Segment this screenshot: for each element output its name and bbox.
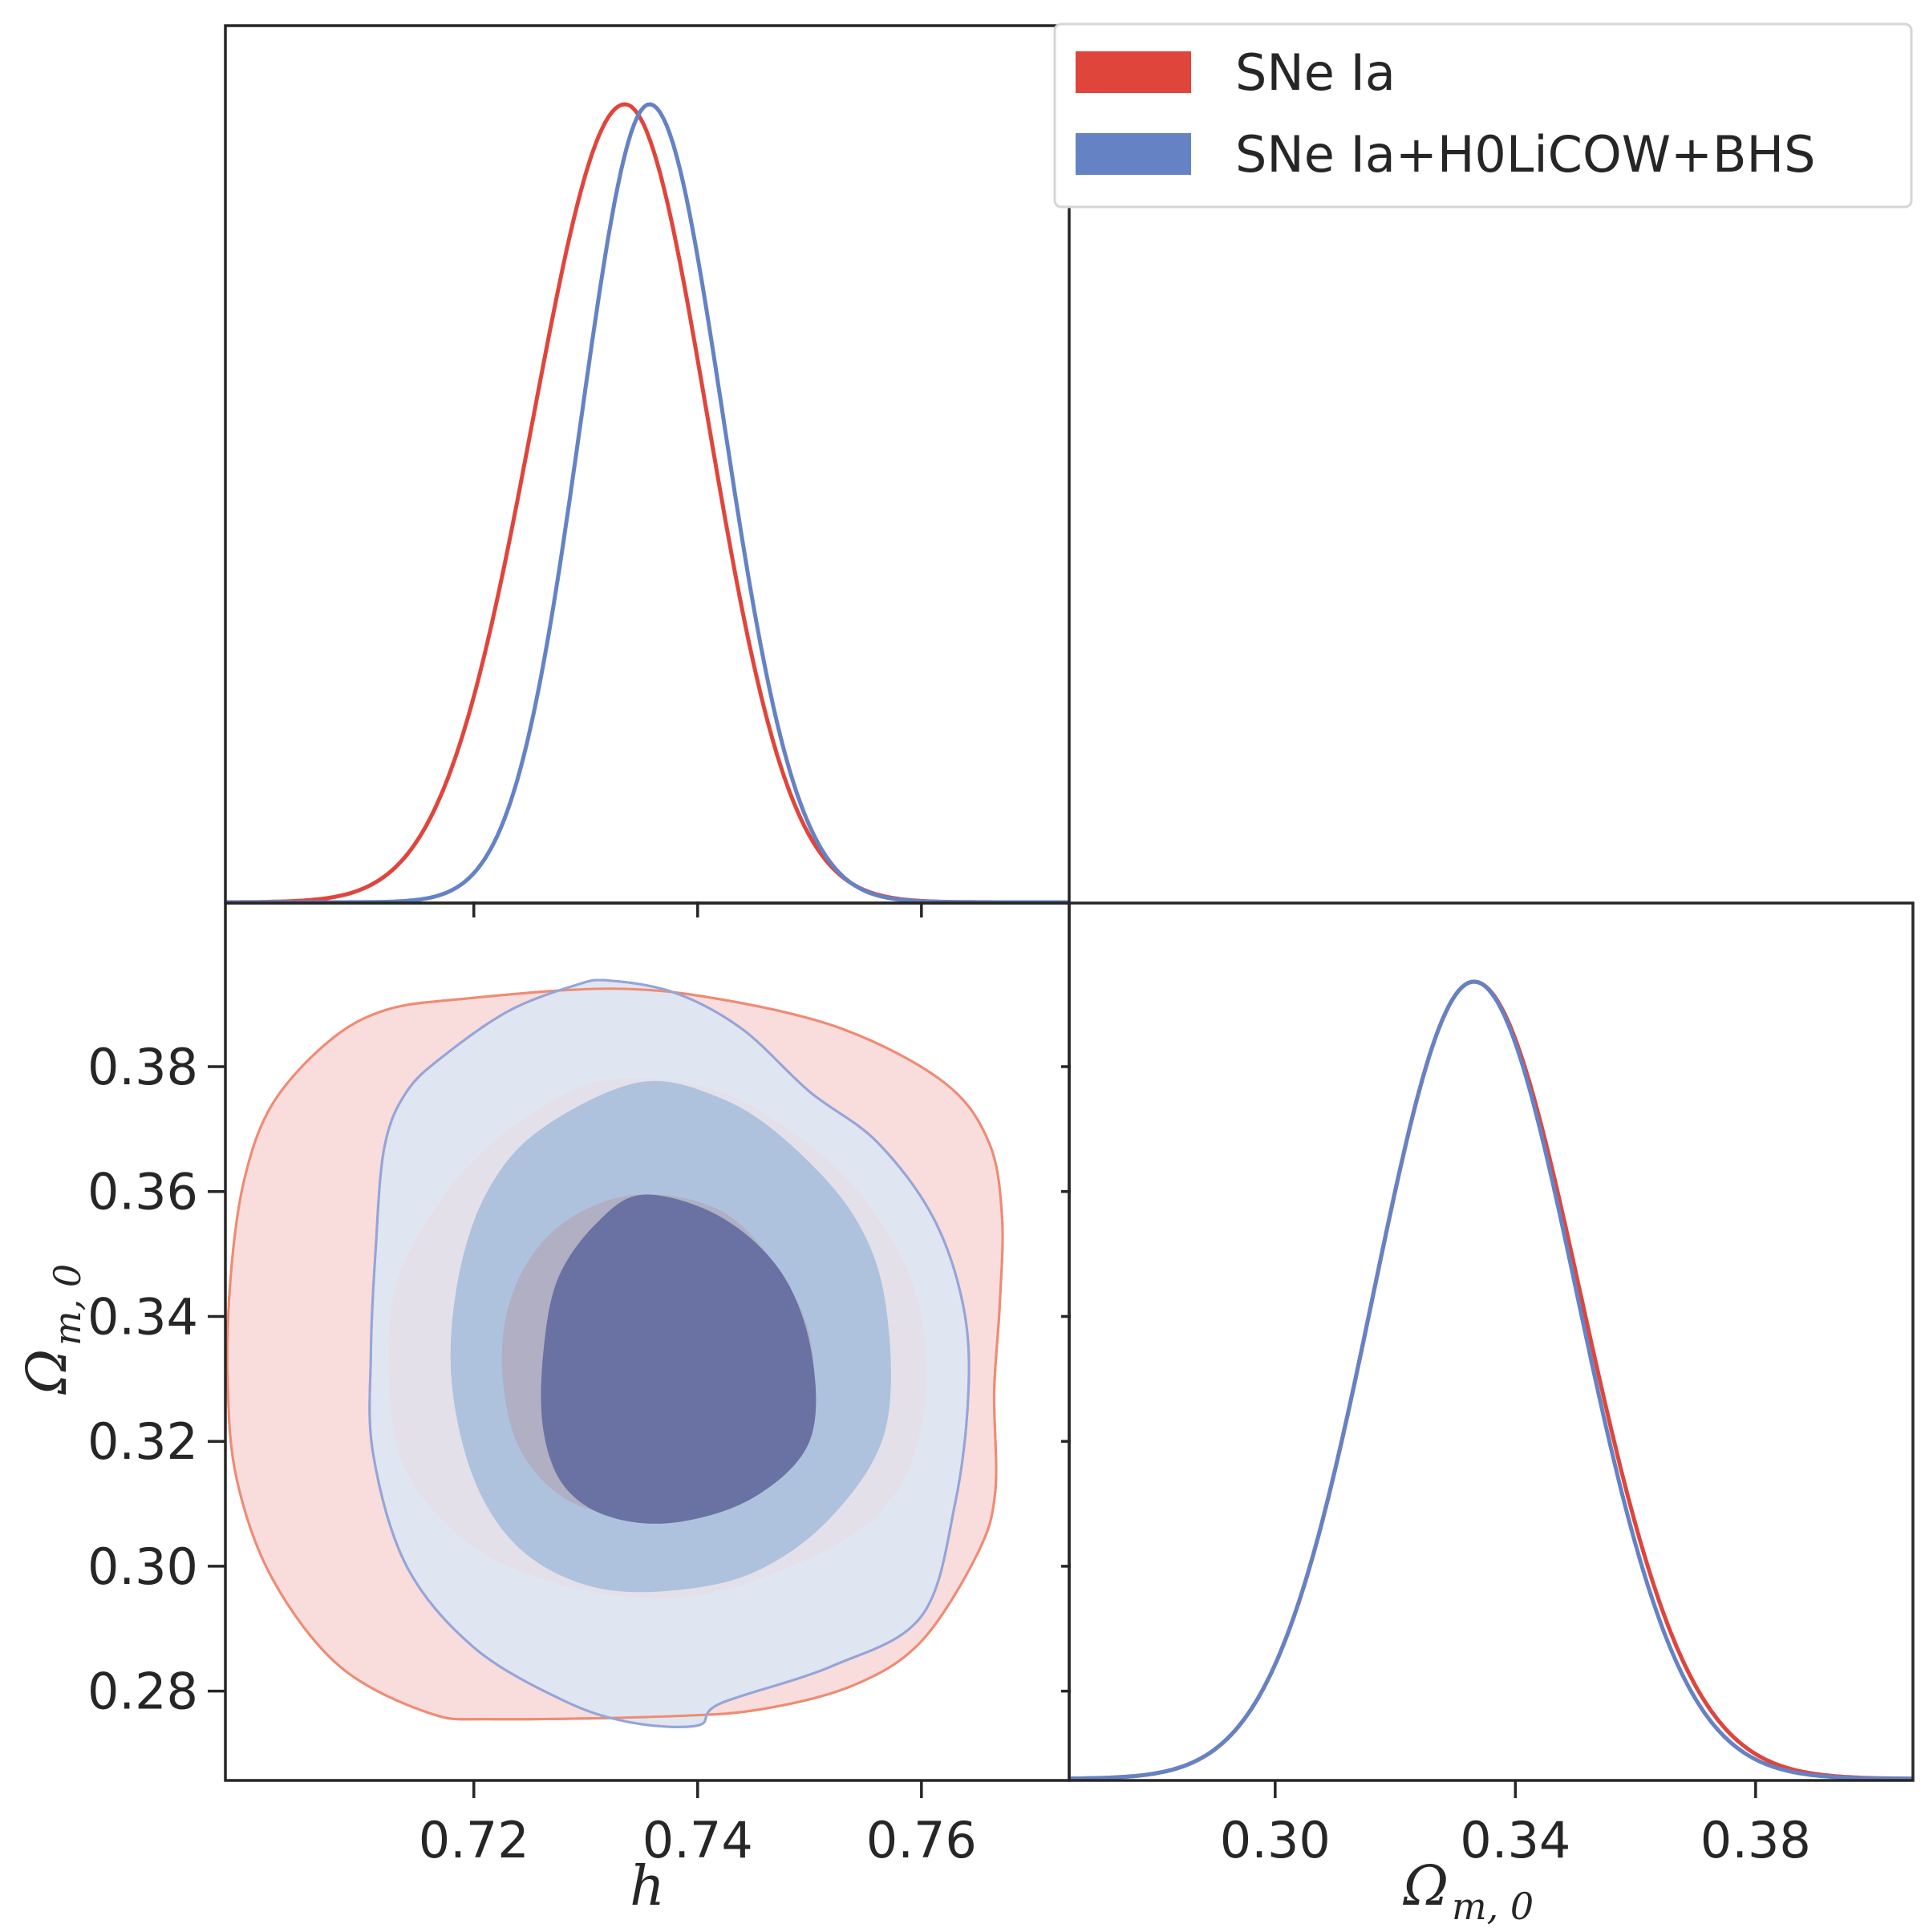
marginal-omega-frame	[1068, 901, 1915, 1782]
contour-sne-95-outline	[225, 987, 1004, 1721]
ylabel-omega-sub: m, 0	[46, 1264, 89, 1346]
legend-box	[1053, 22, 1913, 209]
ytick-label-omega: 0.38	[87, 1038, 198, 1096]
legend: SNe Ia SNe Ia+H0LiCOW+BHS	[1053, 22, 1913, 209]
xlabel-omega-main: Ω	[1403, 1855, 1449, 1918]
xtick-label-h: 0.74	[642, 1811, 753, 1869]
ytick-label-omega: 0.34	[87, 1287, 198, 1346]
legend-label-combined: SNe Ia+H0LiCOW+BHS	[1235, 125, 1816, 184]
xtick-label-h: 0.72	[419, 1811, 529, 1869]
axis-ticks: 0.72 0.74 0.76 0.30 0.34 0.38 0.28 0.30 0.32 0.34…	[87, 901, 1811, 1869]
joint-h-omega-panel	[225, 978, 1004, 1728]
contour-combined-95-outline	[368, 978, 971, 1728]
xlabel-omega-sub: m, 0	[1452, 1885, 1534, 1928]
ylabel-omega-main: Ω	[16, 1349, 79, 1395]
xtick-label-omega: 0.38	[1700, 1811, 1811, 1869]
ytick-label-omega: 0.30	[87, 1537, 198, 1596]
xtick-label-h: 0.76	[866, 1811, 977, 1869]
contour-combined-inner	[541, 1194, 817, 1524]
legend-label-sne: SNe Ia	[1235, 43, 1396, 102]
xtick-label-omega: 0.30	[1220, 1811, 1331, 1869]
legend-swatch-sne	[1076, 51, 1191, 93]
ytick-label-omega: 0.28	[87, 1663, 198, 1721]
marginal-omega-combined-line	[1068, 979, 1913, 1781]
xlabel-omega: Ω m, 0	[1403, 1855, 1534, 1928]
xlabel-h: h	[630, 1855, 665, 1918]
ylabel-omega: Ω m, 0	[16, 1264, 89, 1395]
ytick-label-omega: 0.32	[87, 1412, 198, 1471]
marginal-omega-panel	[1068, 979, 1913, 1781]
ytick-label-omega: 0.36	[87, 1163, 198, 1221]
xtick-label-omega: 0.34	[1460, 1811, 1570, 1869]
legend-swatch-combined	[1076, 133, 1191, 175]
